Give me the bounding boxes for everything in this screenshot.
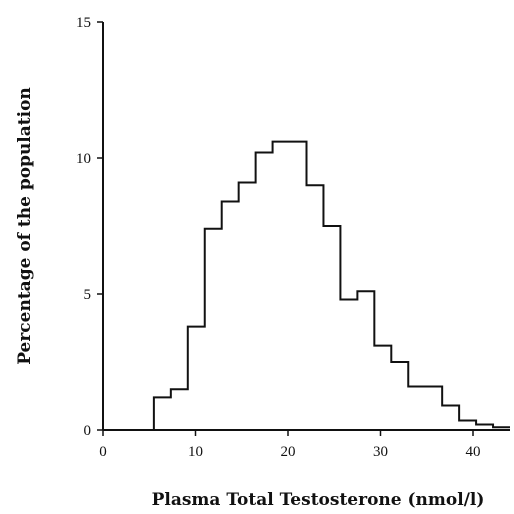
x-tick-label: 40 [466, 444, 481, 460]
y-tick-label: 0 [84, 423, 92, 439]
histogram-outline [103, 140, 510, 431]
y-axis-title: Percentage of the population [15, 87, 35, 365]
x-tick-label: 10 [188, 444, 203, 460]
ticks: 0 5 10 15 0 10 20 30 40 [76, 15, 481, 460]
x-tick-label: 30 [373, 444, 388, 460]
y-tick-label: 5 [84, 287, 92, 303]
x-tick-label: 0 [99, 444, 107, 460]
x-axis-title: Plasma Total Testosterone (nmol/l) [152, 490, 485, 510]
y-tick-label: 10 [76, 151, 91, 167]
y-tick-label: 15 [76, 15, 91, 31]
axes [102, 22, 510, 431]
x-tick-label: 20 [281, 444, 296, 460]
